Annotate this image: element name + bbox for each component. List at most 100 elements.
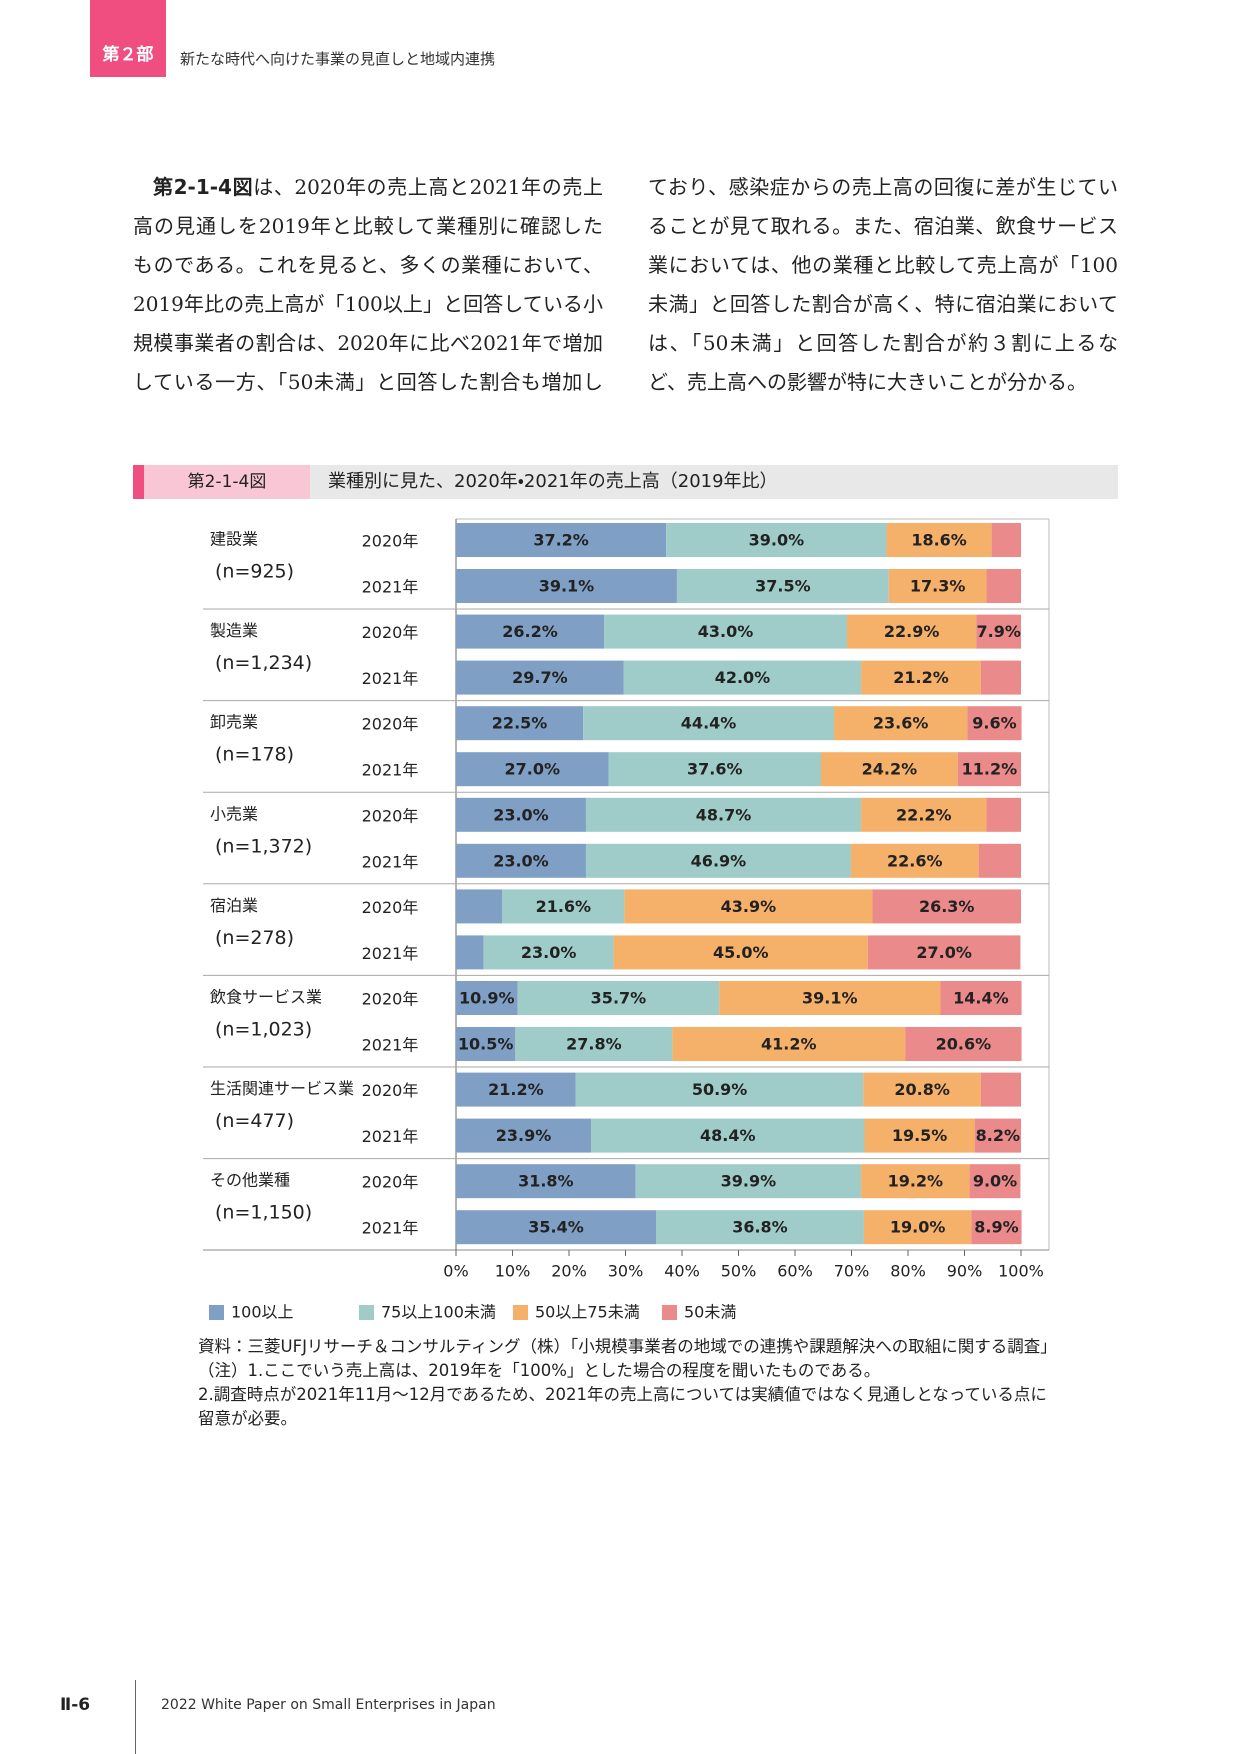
group-n: (n=1,150) xyxy=(215,1202,312,1224)
value-label: 37.5% xyxy=(755,577,811,596)
value-label: 43.9% xyxy=(721,897,777,916)
legend-label: 100以上 xyxy=(231,1303,294,1322)
value-label: 39.1% xyxy=(539,577,595,596)
year-label: 2020年 xyxy=(362,1173,419,1192)
bar-segment xyxy=(978,843,1021,878)
year-label: 2020年 xyxy=(362,1081,419,1100)
bar-segment xyxy=(456,523,667,557)
bar-segment xyxy=(583,706,834,741)
bar-segment xyxy=(672,1027,906,1061)
bar-segment xyxy=(969,1164,1021,1199)
bar-segment xyxy=(456,1164,636,1199)
bar-segment xyxy=(515,1027,673,1061)
value-label: 9.0% xyxy=(973,1172,1017,1191)
x-tick-label: 60% xyxy=(777,1262,813,1281)
legend-label: 75以上100未満 xyxy=(381,1303,496,1322)
bar-segment xyxy=(456,706,584,741)
value-label: 35.4% xyxy=(528,1218,584,1237)
bar-segment xyxy=(971,1210,1022,1245)
bar-segment xyxy=(483,935,614,970)
value-label: 43.0% xyxy=(698,622,754,641)
bar-segment xyxy=(456,569,677,603)
value-label: 48.7% xyxy=(696,805,752,824)
value-label: 45.0% xyxy=(713,943,769,962)
group-n: (n=1,023) xyxy=(215,1019,312,1041)
year-label: 2021年 xyxy=(362,578,419,597)
legend-swatch xyxy=(359,1305,374,1320)
bar-segment xyxy=(974,1118,1021,1153)
value-label: 35.7% xyxy=(591,989,647,1008)
page-number: Ⅱ-6 xyxy=(60,1695,91,1715)
value-label: 37.6% xyxy=(687,760,743,779)
bar-segment xyxy=(456,752,609,787)
value-label: 9.6% xyxy=(972,714,1016,733)
group-n: (n=278) xyxy=(215,927,294,949)
group-name: 卸売業 xyxy=(210,713,258,732)
year-label: 2020年 xyxy=(362,990,419,1009)
figure-stripe xyxy=(133,465,144,499)
footer-title: 2022 White Paper on Small Enterprises in… xyxy=(161,1697,496,1713)
value-label: 19.5% xyxy=(892,1126,948,1145)
value-label: 18.6% xyxy=(911,531,967,550)
value-label: 50.9% xyxy=(692,1080,748,1099)
value-label: 21.6% xyxy=(536,897,592,916)
legend-swatch xyxy=(209,1305,224,1320)
bar-segment xyxy=(456,843,586,878)
value-label: 39.1% xyxy=(802,989,858,1008)
year-label: 2021年 xyxy=(362,669,419,688)
notes: 資料：三菱UFJリサーチ＆コンサルティング（株）「小規模事業者の地域での連携や課… xyxy=(198,1335,1058,1431)
value-label: 10.5% xyxy=(458,1035,514,1054)
x-tick-label: 40% xyxy=(664,1262,700,1281)
bar-segment xyxy=(456,1072,576,1107)
value-label: 42.0% xyxy=(715,668,771,687)
group-name: 建設業 xyxy=(210,530,258,549)
legend-label: 50未満 xyxy=(684,1303,736,1322)
bar-segment xyxy=(456,614,605,649)
bar-segment xyxy=(585,797,862,832)
bar-segment xyxy=(905,1027,1022,1061)
figure-title: 業種別に見た、2020年・2021年の売上高（2019年比） xyxy=(328,471,778,492)
year-label: 2021年 xyxy=(362,1036,419,1055)
value-label: 8.2% xyxy=(976,1126,1020,1145)
bar-segment xyxy=(872,889,1021,924)
year-label: 2021年 xyxy=(362,1127,419,1146)
note: （注）1.ここでいう売上高は、2019年を「100%」とした場合の程度を聞いたも… xyxy=(198,1361,881,1380)
bar-segment xyxy=(608,752,821,787)
bar-segment xyxy=(861,1164,970,1199)
bar-segment xyxy=(850,843,979,878)
bar-segment xyxy=(976,614,1021,649)
value-label: 36.8% xyxy=(732,1218,788,1237)
group-n: (n=1,372) xyxy=(215,835,312,857)
bar-segment xyxy=(656,1210,864,1245)
group-n: (n=477) xyxy=(215,1110,294,1132)
bar-segment xyxy=(456,797,586,832)
bar-segment xyxy=(456,1027,516,1061)
group-n: (n=1,234) xyxy=(215,652,312,674)
x-tick-label: 0% xyxy=(443,1262,468,1281)
value-label: 44.4% xyxy=(681,714,737,733)
legend-swatch xyxy=(513,1305,528,1320)
value-label: 21.2% xyxy=(893,668,949,687)
bar-segment xyxy=(623,660,862,695)
bar-segment xyxy=(635,1164,862,1199)
value-label: 23.0% xyxy=(493,805,549,824)
value-label: 20.8% xyxy=(894,1080,950,1099)
value-label: 48.4% xyxy=(700,1126,756,1145)
x-tick-label: 70% xyxy=(834,1262,870,1281)
value-label: 39.9% xyxy=(721,1172,777,1191)
value-label: 39.0% xyxy=(749,531,805,550)
value-label: 17.3% xyxy=(910,577,966,596)
value-label: 26.3% xyxy=(919,897,975,916)
year-label: 2021年 xyxy=(362,852,419,871)
bar-segment xyxy=(820,752,958,787)
value-label: 19.2% xyxy=(888,1172,944,1191)
value-label: 21.2% xyxy=(488,1080,544,1099)
bar-segment xyxy=(888,569,987,603)
bar-segment xyxy=(986,569,1021,603)
bar-segment xyxy=(456,935,484,970)
year-label: 2020年 xyxy=(362,532,419,551)
figure-header: 第2-1-4図 業種別に見た、2020年・2021年の売上高（2019年比） xyxy=(133,465,1118,499)
bar-segment xyxy=(456,1210,657,1245)
bar-segment xyxy=(867,935,1021,970)
value-label: 22.5% xyxy=(492,714,548,733)
